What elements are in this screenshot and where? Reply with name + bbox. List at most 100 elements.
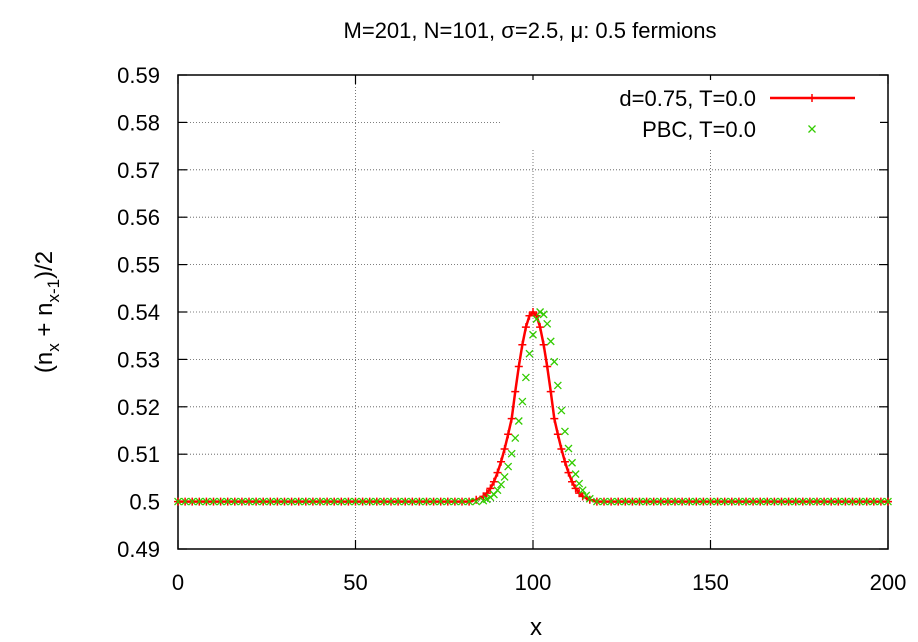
data-point xyxy=(507,449,516,458)
data-point xyxy=(805,497,814,506)
data-point xyxy=(784,497,793,506)
data-point xyxy=(568,477,577,486)
data-point xyxy=(635,497,644,506)
data-point xyxy=(521,323,530,332)
data-point xyxy=(560,427,569,436)
data-point xyxy=(813,497,821,506)
y-tick-label: 0.59 xyxy=(117,63,160,88)
data-point xyxy=(621,497,630,506)
data-point xyxy=(493,468,502,477)
data-point xyxy=(330,497,339,506)
data-point xyxy=(266,497,275,506)
data-point xyxy=(408,497,417,506)
y-tick-label: 0.53 xyxy=(117,347,160,372)
data-point xyxy=(571,470,580,479)
data-point xyxy=(458,497,466,506)
y-axis-label-mid: + n xyxy=(31,303,58,344)
y-tick-label: 0.52 xyxy=(117,395,160,420)
data-point xyxy=(344,497,353,506)
data-point xyxy=(500,444,509,453)
y-axis-label: (nx + nx-1)/2 xyxy=(31,251,63,373)
data-point xyxy=(511,434,520,443)
x-axis-label: x xyxy=(530,614,542,641)
data-point xyxy=(507,414,516,423)
data-point xyxy=(546,337,555,346)
data-point xyxy=(337,497,346,506)
data-point xyxy=(294,497,303,506)
x-tick-label: 50 xyxy=(343,570,367,595)
data-point xyxy=(642,497,651,506)
data-point xyxy=(209,497,218,506)
data-point xyxy=(308,497,317,506)
data-point xyxy=(575,479,584,488)
data-point xyxy=(539,340,548,349)
legend-marker-series-2 xyxy=(808,125,816,133)
data-point xyxy=(450,497,459,506)
legend: d=0.75, T=0.0 PBC, T=0.0 xyxy=(500,80,880,148)
x-tick-label: 100 xyxy=(515,570,552,595)
y-axis-label-open: (n xyxy=(31,352,58,373)
data-point xyxy=(692,497,701,506)
y-tick-label: 0.57 xyxy=(117,158,160,183)
data-point xyxy=(237,497,246,506)
data-point xyxy=(557,406,566,415)
data-point xyxy=(550,414,559,423)
data-point xyxy=(571,484,580,493)
data-point xyxy=(365,497,374,506)
data-point xyxy=(869,497,878,506)
data-point xyxy=(280,497,289,506)
data-point xyxy=(742,497,750,506)
data-point xyxy=(546,387,555,396)
data-point xyxy=(394,497,403,506)
data-point xyxy=(301,497,310,506)
data-point xyxy=(671,497,679,506)
data-point xyxy=(600,497,608,506)
data-point xyxy=(685,497,694,506)
data-point xyxy=(259,497,268,506)
data-point xyxy=(656,497,665,506)
data-point xyxy=(216,497,225,506)
data-point xyxy=(553,430,562,439)
data-point xyxy=(489,477,498,486)
data-point xyxy=(273,497,282,506)
data-point xyxy=(415,497,424,506)
data-point xyxy=(536,323,545,332)
data-point xyxy=(351,497,360,506)
y-tick-label: 0.54 xyxy=(117,300,160,325)
x-tick-label: 150 xyxy=(692,570,729,595)
legend-sample-series-2 xyxy=(808,125,816,133)
data-point xyxy=(486,484,495,493)
data-point xyxy=(557,444,566,453)
y-tick-label: 0.51 xyxy=(117,442,160,467)
data-point xyxy=(518,340,527,349)
series-layer xyxy=(174,308,892,506)
data-point xyxy=(848,497,857,506)
data-point xyxy=(862,497,871,506)
data-point xyxy=(514,362,523,371)
data-point xyxy=(678,497,687,506)
data-point xyxy=(564,444,573,453)
data-point xyxy=(429,497,438,506)
data-point xyxy=(504,462,513,471)
y-axis-label-close: )/2 xyxy=(31,251,58,279)
data-point xyxy=(827,497,836,506)
data-point xyxy=(770,497,779,506)
data-point xyxy=(465,497,474,506)
data-point xyxy=(497,457,506,466)
data-point xyxy=(500,472,509,481)
series-2 xyxy=(174,308,892,506)
data-point xyxy=(876,497,885,506)
data-point xyxy=(230,497,239,506)
data-point xyxy=(436,497,445,506)
legend-background xyxy=(500,80,880,148)
data-point xyxy=(202,497,211,506)
data-point xyxy=(841,497,850,506)
data-point xyxy=(188,497,197,506)
tick-labels: 0.49 0.5 0.51 0.52 0.53 0.54 0.55 0.56 0.57 0.58 0… xyxy=(117,63,906,595)
data-point xyxy=(245,497,253,506)
data-point xyxy=(401,497,410,506)
data-point xyxy=(706,497,715,506)
data-point xyxy=(514,417,523,425)
data-point xyxy=(614,497,623,506)
